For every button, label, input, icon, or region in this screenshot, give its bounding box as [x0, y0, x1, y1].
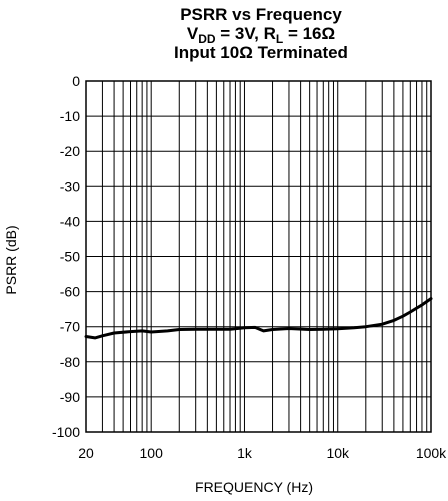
y-tick-label: -20 [60, 143, 80, 159]
plot-grid [85, 80, 432, 433]
y-tick-label: -80 [60, 354, 80, 370]
y-tick-label: -70 [60, 319, 80, 335]
data-series [84, 297, 433, 340]
y-tick-label: -10 [60, 108, 80, 124]
x-tick-label: 100k [416, 445, 447, 461]
y-tick-label: 0 [72, 73, 80, 89]
title-line-3: Input 10Ω Terminated [174, 43, 348, 62]
plot-frame [85, 80, 432, 433]
y-tick-label: -40 [60, 213, 80, 229]
y-axis-label: PSRR (dB) [3, 225, 19, 294]
title-r-subscript: L [276, 32, 283, 46]
title-mid: = 3V, R [216, 24, 276, 43]
title-v-subscript: DD [198, 32, 216, 46]
x-tick-labels: 20 100 1k 10k 100k [78, 445, 447, 461]
y-tick-label: -100 [52, 424, 80, 440]
y-tick-label: -50 [60, 249, 80, 265]
x-axis-label: FREQUENCY (Hz) [195, 479, 313, 495]
y-tick-label: -30 [60, 178, 80, 194]
y-tick-labels: 0 -10 -20 -30 -40 -50 -60 -70 -80 -90 -100 [52, 73, 80, 440]
title-line-1: PSRR vs Frequency [180, 5, 342, 24]
x-tick-label: 10k [326, 445, 350, 461]
chart-title: PSRR vs Frequency VDD = 3V, RL = 16Ω Inp… [174, 5, 348, 62]
title-line-2: VDD = 3V, RL = 16Ω [187, 24, 335, 46]
psrr-line [84, 297, 433, 340]
y-tick-label: -60 [60, 284, 80, 300]
x-tick-label: 1k [237, 445, 253, 461]
x-tick-label: 100 [140, 445, 164, 461]
x-tick-label: 20 [78, 445, 94, 461]
y-tick-label: -90 [60, 389, 80, 405]
title-v: V [187, 24, 199, 43]
title-end: = 16Ω [283, 24, 335, 43]
